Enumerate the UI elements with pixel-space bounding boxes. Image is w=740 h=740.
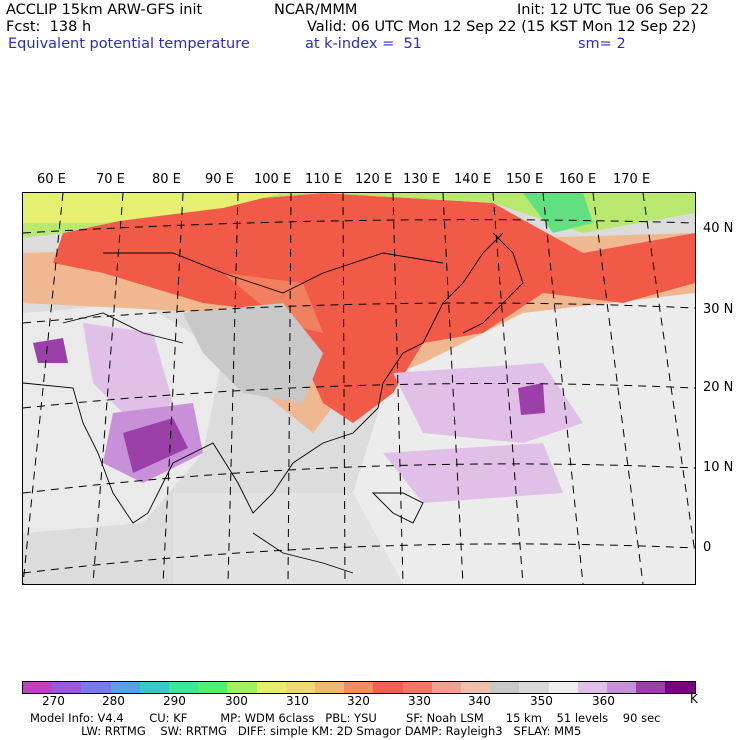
lon-label: 160 E: [559, 172, 597, 187]
colorbar-swatch: [548, 682, 578, 693]
lon-label: 80 E: [152, 172, 181, 187]
colorbar-swatch: [227, 682, 257, 693]
colorbar-swatch: [577, 682, 608, 693]
colorbar-swatch: [431, 682, 462, 693]
colorbar-swatch: [373, 682, 403, 693]
colorbar-swatch: [198, 682, 228, 693]
colorbar-swatch: [519, 682, 549, 693]
colorbar-swatch: [315, 682, 345, 693]
colorbar-swatch: [81, 682, 111, 693]
lon-label: 90 E: [205, 172, 234, 187]
colorbar-swatch: [490, 682, 520, 693]
valid-time: Valid: 06 UTC Mon 12 Sep 22 (15 KST Mon …: [307, 19, 697, 35]
colorbar-swatch: [285, 682, 316, 693]
lon-label: 70 E: [96, 172, 125, 187]
model-title: ACCLIP 15km ARW-GFS init: [6, 2, 203, 18]
map-panel: [22, 192, 696, 585]
colorbar-tick: 270: [42, 694, 65, 708]
lat-label: 30 N: [703, 302, 734, 317]
colorbar-swatch: [52, 682, 82, 693]
colorbar-swatch: [256, 682, 286, 693]
level-label: at k-index = 51: [305, 36, 422, 52]
colorbar-swatch: [344, 682, 374, 693]
colorbar-tick: 340: [468, 694, 491, 708]
lon-label: 100 E: [254, 172, 292, 187]
lon-label: 170 E: [613, 172, 651, 187]
lon-label: 140 E: [454, 172, 492, 187]
lon-label: 60 E: [37, 172, 66, 187]
colorbar-swatch: [402, 682, 432, 693]
theta-e-field: [23, 193, 695, 584]
colorbar-unit: K: [690, 692, 698, 706]
colorbar-tick: 360: [592, 694, 615, 708]
colorbar-swatch: [110, 682, 140, 693]
field-name: Equivalent potential temperature: [8, 36, 250, 52]
lon-label: 130 E: [403, 172, 441, 187]
colorbar-swatch: [169, 682, 199, 693]
colorbar-swatch: [23, 682, 53, 693]
colorbar-tick: 350: [530, 694, 553, 708]
init-time: Init: 12 UTC Tue 06 Sep 22: [517, 2, 709, 18]
lat-label: 20 N: [703, 380, 734, 395]
lon-label: 110 E: [305, 172, 343, 187]
lat-label: 40 N: [703, 221, 734, 236]
physics-info: LW: RRTMG SW: RRTMG DIFF: simple KM: 2D …: [30, 724, 582, 738]
colorbar-swatch: [607, 682, 637, 693]
colorbar-tick: 290: [163, 694, 186, 708]
lon-label: 120 E: [355, 172, 393, 187]
colorbar-swatch: [636, 682, 666, 693]
lat-label: 0: [703, 540, 712, 555]
org-label: NCAR/MMM: [274, 2, 358, 18]
colorbar-tick: 320: [347, 694, 370, 708]
colorbar-tick: 280: [102, 694, 125, 708]
lon-label: 150 E: [506, 172, 544, 187]
colorbar-tick: 330: [408, 694, 431, 708]
colorbar-swatch: [461, 682, 491, 693]
colorbar-tick: 310: [286, 694, 309, 708]
model-info: Model Info: V4.4 CU: KF MP: WDM 6class P…: [30, 711, 661, 725]
smoothing-label: sm= 2: [578, 36, 626, 52]
colorbar-swatch: [139, 682, 170, 693]
lat-label: 10 N: [703, 460, 734, 475]
forecast-hour: Fcst: 138 h: [6, 19, 92, 35]
colorbar: [22, 681, 696, 694]
colorbar-tick: 300: [225, 694, 248, 708]
colorbar-swatch: [665, 682, 695, 693]
